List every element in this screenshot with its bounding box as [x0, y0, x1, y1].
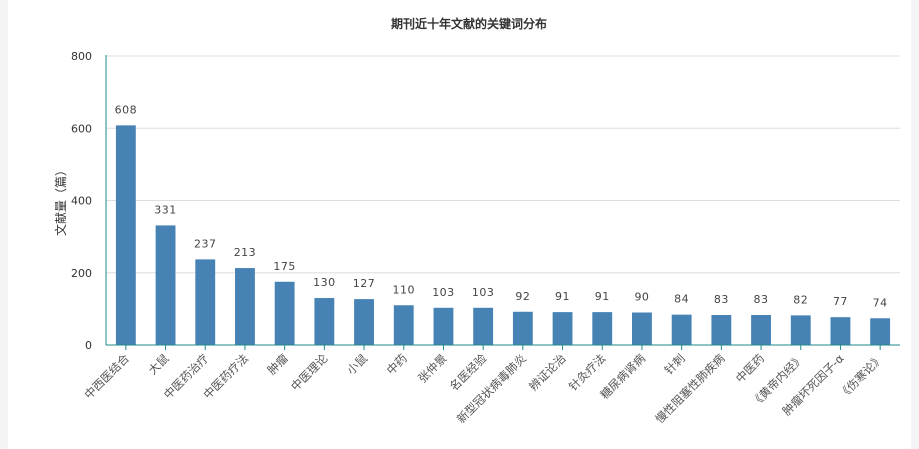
- data-label: 110: [393, 283, 416, 296]
- bar[interactable]: [671, 314, 692, 345]
- y-tick-label: 600: [71, 122, 92, 135]
- grid-lines: [106, 55, 900, 274]
- y-axis-title: 文献量（篇）: [53, 164, 68, 236]
- x-tick-label: 新型冠状病毒肺炎: [454, 351, 529, 426]
- x-tick-label: 小鼠: [344, 351, 371, 378]
- data-label: 83: [714, 293, 729, 306]
- bar[interactable]: [354, 299, 374, 345]
- data-label: 91: [595, 290, 610, 303]
- data-label: 92: [515, 290, 530, 303]
- x-tick-label: 大鼠: [146, 351, 173, 378]
- data-label: 213: [234, 246, 257, 259]
- bar[interactable]: [512, 311, 533, 345]
- bar[interactable]: [592, 312, 613, 345]
- data-label: 103: [432, 286, 455, 299]
- x-tick-label: 中药: [384, 351, 410, 377]
- y-tick-label: 0: [85, 339, 92, 352]
- data-label: 91: [555, 290, 570, 303]
- data-label: 83: [754, 293, 769, 306]
- x-tick-label: 慢性阻塞性肺疾病: [653, 351, 728, 426]
- bar[interactable]: [711, 315, 732, 345]
- chart-panel: 期刊近十年文献的关键词分布 0 200 400 600 800 608 中西医结合 331 大鼠…: [8, 0, 911, 449]
- y-tick-label: 800: [71, 50, 92, 63]
- bar[interactable]: [751, 315, 771, 345]
- bar[interactable]: [830, 317, 851, 345]
- x-tick-label: 辨证论治: [526, 351, 568, 393]
- labels: 0200400600800608中西医结合331大鼠237中医药治疗213中医药…: [71, 50, 888, 426]
- data-label: 331: [154, 203, 177, 216]
- bar[interactable]: [433, 307, 454, 345]
- bar[interactable]: [790, 315, 811, 345]
- bar[interactable]: [274, 281, 295, 345]
- bar[interactable]: [195, 259, 216, 345]
- x-tick-label: 肿瘤: [265, 351, 292, 378]
- x-tick-label: 中医理论: [288, 351, 331, 394]
- bar[interactable]: [552, 312, 573, 345]
- data-label: 103: [472, 286, 495, 299]
- chart-title: 期刊近十年文献的关键词分布: [391, 16, 547, 31]
- bars: [115, 125, 891, 345]
- data-label: 130: [313, 276, 336, 289]
- x-tick-label: 中西医结合: [81, 351, 132, 402]
- y-tick-label: 200: [71, 267, 92, 280]
- y-tick-label: 400: [71, 195, 92, 208]
- bar[interactable]: [632, 312, 652, 345]
- bar[interactable]: [473, 307, 494, 345]
- axes: [105, 55, 900, 350]
- data-label: 74: [873, 296, 888, 309]
- data-label: 127: [353, 277, 376, 290]
- data-label: 237: [194, 237, 217, 250]
- x-tick-label: 中医药: [733, 351, 767, 385]
- bar[interactable]: [235, 268, 255, 345]
- bar[interactable]: [115, 125, 136, 345]
- bar-chart: 期刊近十年文献的关键词分布 0 200 400 600 800 608 中西医结合 331 大鼠…: [53, 16, 900, 426]
- x-tick-label: 针刺: [662, 351, 688, 377]
- bar[interactable]: [393, 305, 414, 345]
- x-tick-label: 张仲景: [415, 351, 449, 385]
- bar[interactable]: [155, 225, 176, 345]
- data-label: 82: [793, 293, 808, 306]
- bar[interactable]: [314, 298, 335, 345]
- bar[interactable]: [870, 318, 891, 345]
- data-label: 175: [273, 260, 296, 273]
- data-label: 90: [634, 290, 649, 303]
- data-label: 77: [833, 295, 848, 308]
- data-label: 608: [115, 103, 138, 116]
- data-label: 84: [674, 293, 689, 306]
